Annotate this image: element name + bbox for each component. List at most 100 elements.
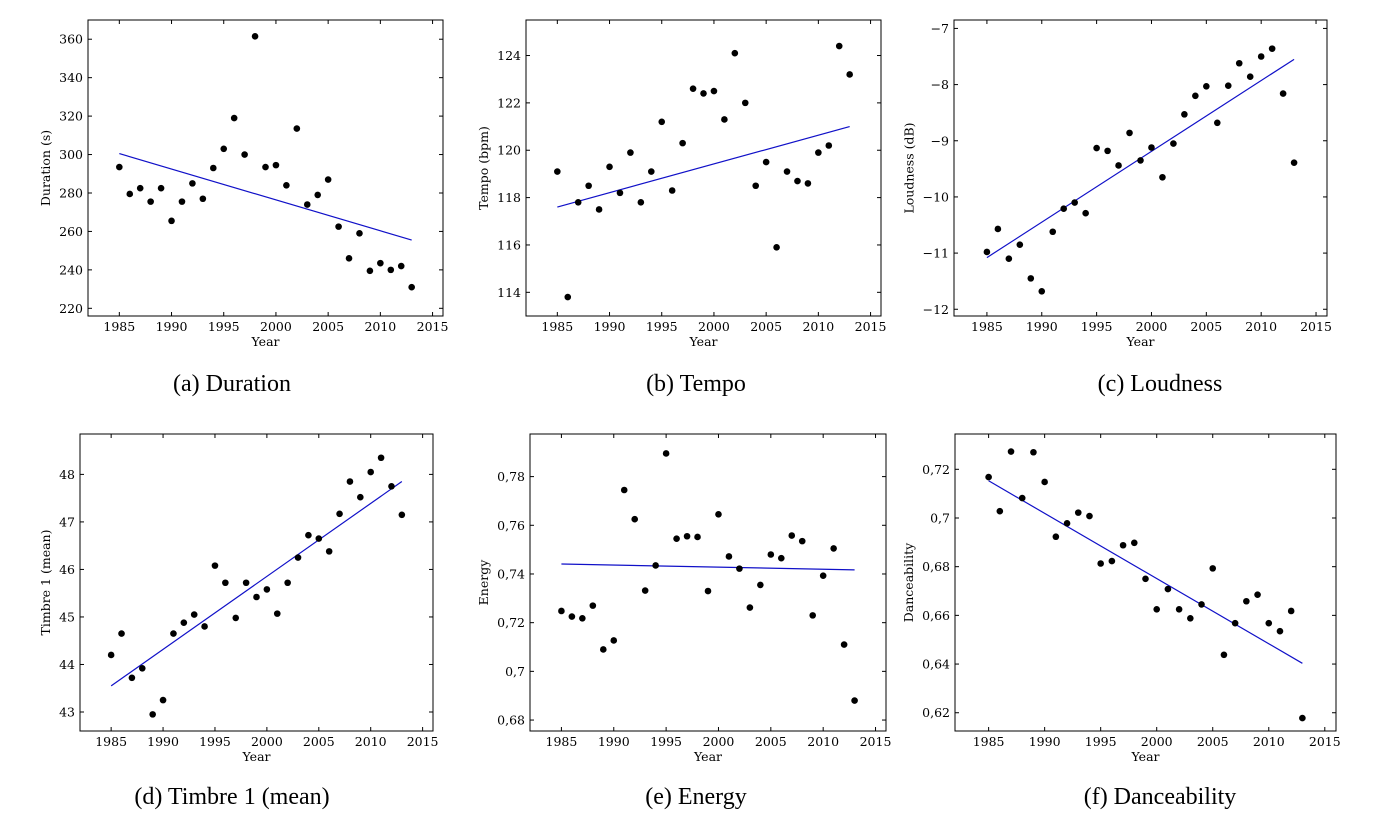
- data-point: [262, 163, 269, 171]
- data-point: [284, 579, 291, 587]
- data-point: [1007, 448, 1015, 455]
- y-tick-label: 46: [59, 562, 75, 577]
- x-tick-label: 1985: [103, 319, 135, 334]
- x-tick-label: 2005: [312, 319, 344, 334]
- data-point: [325, 548, 333, 555]
- y-axis-label: Energy: [476, 559, 491, 606]
- data-point: [595, 206, 603, 213]
- data-point: [1268, 45, 1276, 52]
- data-point: [825, 142, 833, 149]
- data-point: [579, 614, 586, 622]
- data-point: [1209, 565, 1217, 572]
- data-point: [683, 532, 691, 540]
- data-point: [263, 586, 271, 593]
- x-tick-label: 1990: [147, 734, 179, 749]
- plot-frame: [529, 433, 887, 732]
- data-point: [777, 554, 785, 562]
- data-point: [1231, 619, 1239, 627]
- data-point: [293, 125, 301, 132]
- y-tick-label: 360: [59, 32, 83, 47]
- y-tick-label: −11: [923, 246, 949, 261]
- y-tick-label: 220: [59, 301, 83, 316]
- data-point: [170, 630, 177, 637]
- y-tick-label: 0,68: [497, 713, 525, 728]
- y-tick-label: 0,72: [497, 615, 525, 630]
- y-tick-label: 280: [59, 185, 83, 200]
- data-point: [1287, 607, 1295, 615]
- data-point: [1175, 605, 1183, 613]
- chart-e: 1985 1990 1995 2000 2005 2010 2015 0,68 0,7 0,72 0…: [476, 433, 892, 764]
- data-point: [616, 189, 624, 197]
- y-tick-label: 122: [497, 95, 521, 110]
- data-point: [704, 587, 712, 595]
- data-point: [1142, 575, 1149, 583]
- data-point: [846, 71, 853, 78]
- data-point: [1164, 585, 1172, 593]
- panel-d: 1985 1990 1995 2000 2005 2010 2015 43 44 45 46 47 48…: [0, 413, 464, 826]
- trend-line: [557, 125, 850, 208]
- data-point: [554, 168, 561, 175]
- data-point: [851, 697, 858, 704]
- x-tick-label: 2015: [417, 319, 449, 334]
- x-tick-label: 1995: [1081, 319, 1113, 334]
- data-point: [1279, 90, 1287, 97]
- y-axis-label: Danceability: [901, 542, 916, 622]
- caption-c: (c) Loudness: [1097, 371, 1223, 397]
- trend-line: [110, 481, 403, 687]
- x-axis-label: Year: [251, 334, 280, 349]
- data-point: [189, 180, 196, 187]
- caption-f: (f) Danceability: [1083, 784, 1237, 810]
- data-point: [568, 613, 576, 620]
- data-point: [767, 551, 775, 558]
- y-tick-label: 0,72: [922, 462, 950, 477]
- y-tick-label: 0,74: [497, 566, 525, 581]
- panel-b: 1985 1990 1995 2000 2005 2010 2015 114 116 118 120…: [464, 0, 928, 413]
- data-point: [1027, 275, 1035, 282]
- data-point: [222, 579, 229, 587]
- data-point: [335, 223, 342, 230]
- y-tick-label: 45: [59, 609, 75, 624]
- data-point: [149, 711, 156, 718]
- x-tick-label: 2015: [860, 734, 892, 749]
- data-point: [1235, 59, 1243, 67]
- x-tick-label: 1985: [541, 319, 573, 334]
- trend-line: [561, 563, 855, 571]
- trend-line: [119, 153, 412, 241]
- data-point: [273, 610, 281, 617]
- x-tick-label: 1990: [1026, 319, 1058, 334]
- x-tick-label: 2010: [807, 734, 839, 749]
- data-point: [283, 181, 290, 189]
- data-point: [840, 641, 848, 648]
- data-point: [819, 572, 827, 579]
- y-tick-label: 0,7: [930, 510, 950, 525]
- data-point: [725, 553, 733, 560]
- data-point: [116, 163, 123, 171]
- y-axis-label: Tempo (bpm): [476, 126, 491, 210]
- data-point: [1290, 159, 1298, 166]
- y-tick-label: −7: [931, 21, 949, 36]
- y-tick-label: 340: [59, 70, 83, 85]
- data-point: [1018, 494, 1026, 502]
- data-point: [1005, 255, 1013, 263]
- data-point: [388, 482, 395, 490]
- data-point: [1192, 92, 1199, 100]
- x-tick-label: 2010: [355, 734, 387, 749]
- data-point: [736, 565, 743, 572]
- data-point: [1243, 597, 1250, 605]
- x-tick-label: 1985: [973, 734, 1005, 749]
- x-tick-label: 1990: [156, 319, 188, 334]
- panel-a: 1985 1990 1995 2000 2005 2010 2015 220 240 260 280…: [0, 0, 464, 413]
- data-point: [589, 602, 597, 609]
- y-axis-label: Timbre 1 (mean): [38, 530, 53, 636]
- data-point: [700, 90, 707, 97]
- x-tick-label: 2005: [1190, 319, 1222, 334]
- plot-frame: [953, 19, 1328, 317]
- data-point: [272, 161, 280, 169]
- data-point: [1257, 53, 1265, 60]
- data-point: [107, 651, 115, 659]
- caption-e: (e) Energy: [645, 784, 747, 810]
- data-point: [1126, 129, 1133, 137]
- chart-a: 1985 1990 1995 2000 2005 2010 2015 220 240 260 280…: [38, 19, 449, 349]
- caption-b: (b) Tempo: [646, 371, 746, 397]
- x-tick-label: 2005: [750, 319, 782, 334]
